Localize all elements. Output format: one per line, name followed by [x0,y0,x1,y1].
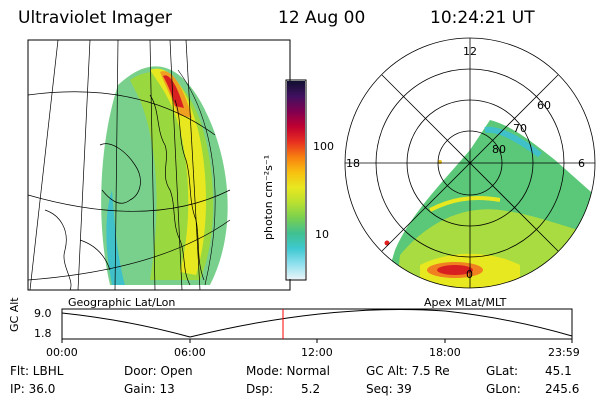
altitude-ytick-low: 1.8 [34,327,52,340]
mlt-label-0: 0 [466,268,473,281]
altitude-ylabel: GC Alt [8,297,21,332]
colorbar-tick-100: 100 [313,140,334,153]
instrument-title: Ultraviolet Imager [18,8,172,28]
gain-status: Gain: 13 [124,382,175,396]
colorbar [285,79,307,281]
left-panel-caption: Geographic Lat/Lon [68,296,176,309]
gc-alt-status: GC Alt: 7.5 Re [366,364,450,378]
mlt-label-12: 12 [463,45,477,58]
altitude-xtick-1: 06:00 [174,346,206,359]
dsp-value: 5.2 [301,382,321,396]
lat-label-80: 80 [492,143,506,156]
glon-value: 245.6 [545,382,580,396]
altitude-xtick-0: 00:00 [46,346,78,359]
glat-label: GLat: [486,364,519,378]
lat-label-60: 60 [537,99,551,112]
right-panel-caption: Apex MLat/MLT [424,296,507,309]
ip-status: IP: 36.0 [10,382,56,396]
lat-label-70: 70 [513,122,527,135]
colorbar-tick-10: 10 [315,228,329,241]
dsp-label: Dsp: [246,382,274,396]
filter-status: Flt: LBHL [10,364,64,378]
seq-status: Seq: 39 [366,382,412,396]
colorbar-gradient [287,81,305,279]
altitude-xtick-3: 18:00 [429,346,461,359]
date-label: 12 Aug 00 [278,8,366,28]
altitude-xtick-4: 23:59 [548,346,580,359]
altitude-xtick-2: 12:00 [301,346,333,359]
glon-label: GLon: [486,382,521,396]
door-status: Door: Open [124,364,193,378]
time-label: 10:24:21 UT [430,8,535,28]
glat-value: 45.1 [545,364,572,378]
mlt-label-18: 18 [346,157,360,170]
altitude-ytick-high: 9.0 [34,307,52,320]
mlt-label-6: 6 [578,157,585,170]
mode-status: Mode: Normal [246,364,330,378]
